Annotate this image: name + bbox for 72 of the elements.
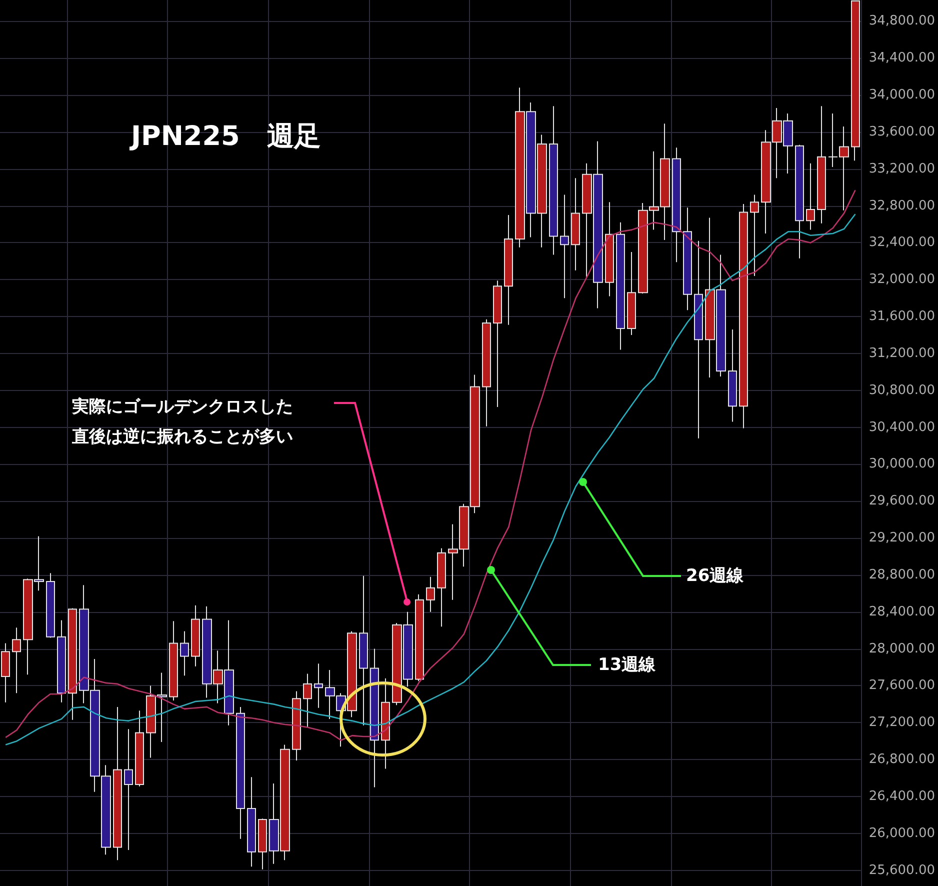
candlestick [303,673,312,728]
candlestick [46,572,55,638]
candlestick [247,776,256,868]
candlestick [739,203,748,429]
y-tick-label: 27,200.00 [868,715,936,730]
candlestick [817,106,826,224]
candlestick [146,685,156,758]
y-tick-label: 29,200.00 [868,530,936,546]
candlestick [571,178,580,271]
candlestick [135,710,144,787]
candlestick [169,620,178,701]
candlestick [57,620,66,703]
candlestick [314,663,323,708]
candlestick [381,678,390,770]
candlestick [851,0,860,162]
y-tick-label: 34,800.00 [868,14,936,29]
candlestick [504,214,513,326]
y-tick-label: 32,000.00 [868,272,936,288]
candlestick [795,144,804,259]
annotation: 実際にゴールデンクロスした直後は逆に振れることが多い [71,397,293,447]
text: JPN225 週足 [129,121,321,152]
candlestick [68,608,77,720]
candlestick [292,690,301,761]
candlestick [426,576,435,612]
annotation: 13週線 [598,655,657,675]
y-tick-label: 29,600.00 [868,494,936,509]
candlestick [12,627,21,694]
y-tick-label: 26,000.00 [868,826,936,841]
candlestick [370,648,379,788]
candlestick [560,194,569,299]
candlestick [124,728,133,851]
candlestick [616,222,625,350]
candlestick [415,594,424,682]
candlestick [728,328,737,422]
candlestick [493,280,502,408]
candlestick [1,642,10,703]
candlestick [806,162,815,230]
y-tick-label: 31,600.00 [868,309,936,324]
candlestick [627,251,636,336]
candlestick [750,194,759,276]
candlestick [672,147,681,263]
annotation: 26週線 [686,566,745,586]
candlestick [236,706,245,840]
candlestick [180,630,189,676]
y-tick-label: 32,800.00 [868,198,936,214]
candlestick [694,240,703,439]
candlestick [437,548,446,628]
y-tick-label: 30,800.00 [868,382,936,398]
y-tick-label: 26,400.00 [868,788,936,804]
y-tick-label: 30,000.00 [868,456,936,472]
y-tick-label: 28,000.00 [868,641,936,656]
y-tick-label: 27,600.00 [868,678,936,694]
candlestick [549,106,558,256]
y-tick-label: 33,600.00 [868,124,936,140]
candlestick [157,672,167,743]
y-tick-label: 28,800.00 [868,567,936,582]
y-tick-label: 33,200.00 [868,161,936,176]
candlestick [605,202,614,297]
y-tick-label: 26,800.00 [868,752,936,768]
candlestick [683,207,692,311]
y-tick-label: 32,400.00 [868,235,936,250]
y-tick-label: 31,200.00 [868,346,936,361]
candlestick [191,604,200,667]
candlestick [359,575,368,726]
candlestick [258,818,267,870]
y-tick-label: 25,600.00 [868,862,936,878]
candlestick [113,706,122,861]
candlestick [482,318,491,427]
y-tick-label: 34,000.00 [868,88,936,103]
y-tick-label: 34,400.00 [868,50,936,66]
y-tick-label: 28,400.00 [868,604,936,620]
y-tick-label: 30,400.00 [868,420,936,435]
